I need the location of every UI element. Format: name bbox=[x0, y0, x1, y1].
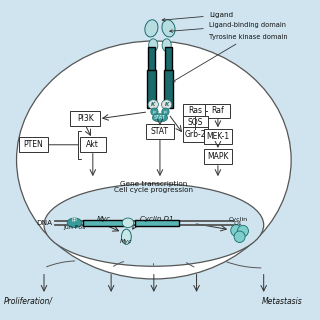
FancyBboxPatch shape bbox=[182, 127, 208, 142]
FancyBboxPatch shape bbox=[182, 104, 208, 118]
Ellipse shape bbox=[162, 108, 169, 116]
Text: PP: PP bbox=[72, 219, 77, 223]
Ellipse shape bbox=[152, 114, 168, 122]
Text: Jun Fos: Jun Fos bbox=[63, 225, 86, 230]
Text: Cyclin: Cyclin bbox=[228, 217, 247, 222]
Text: Ligand: Ligand bbox=[162, 12, 233, 21]
Text: STAT: STAT bbox=[151, 127, 169, 136]
Text: Gene transcription: Gene transcription bbox=[120, 181, 188, 187]
FancyBboxPatch shape bbox=[148, 47, 155, 71]
Ellipse shape bbox=[67, 218, 82, 228]
Circle shape bbox=[231, 225, 242, 236]
Text: Akt: Akt bbox=[86, 140, 99, 149]
Ellipse shape bbox=[122, 218, 134, 228]
FancyBboxPatch shape bbox=[164, 70, 173, 108]
Text: D1: D1 bbox=[233, 221, 242, 226]
FancyBboxPatch shape bbox=[147, 70, 156, 108]
Ellipse shape bbox=[148, 100, 158, 109]
Text: MAPK: MAPK bbox=[207, 152, 229, 161]
FancyBboxPatch shape bbox=[146, 124, 174, 139]
Ellipse shape bbox=[17, 41, 291, 279]
Text: SOS: SOS bbox=[187, 118, 203, 127]
FancyBboxPatch shape bbox=[19, 137, 48, 152]
Text: Cyclin D1: Cyclin D1 bbox=[140, 216, 174, 222]
Text: PI3K: PI3K bbox=[77, 114, 93, 123]
Text: Raf: Raf bbox=[212, 106, 224, 115]
Text: STAT: STAT bbox=[154, 115, 166, 120]
Ellipse shape bbox=[149, 39, 158, 52]
FancyBboxPatch shape bbox=[165, 47, 172, 71]
Text: PTEN: PTEN bbox=[23, 140, 43, 149]
Text: p: p bbox=[164, 110, 167, 114]
Text: Ras: Ras bbox=[188, 106, 202, 115]
Ellipse shape bbox=[162, 100, 172, 109]
Ellipse shape bbox=[162, 20, 175, 37]
FancyBboxPatch shape bbox=[204, 129, 232, 144]
Text: Cell cycle progression: Cell cycle progression bbox=[114, 187, 193, 193]
Text: p: p bbox=[153, 110, 156, 114]
Ellipse shape bbox=[162, 39, 171, 52]
Ellipse shape bbox=[145, 20, 158, 37]
FancyBboxPatch shape bbox=[70, 111, 100, 126]
Text: Ligand-binding domain: Ligand-binding domain bbox=[170, 22, 286, 32]
Text: MEK-1: MEK-1 bbox=[206, 132, 229, 141]
FancyBboxPatch shape bbox=[80, 137, 106, 152]
Text: DNA: DNA bbox=[36, 220, 52, 226]
Ellipse shape bbox=[44, 184, 264, 266]
Text: K: K bbox=[151, 102, 155, 107]
Circle shape bbox=[237, 225, 248, 237]
Circle shape bbox=[234, 231, 245, 243]
Ellipse shape bbox=[122, 229, 131, 244]
Text: Metastasis: Metastasis bbox=[262, 297, 302, 306]
Text: Myc: Myc bbox=[97, 216, 110, 222]
Text: Proliferation/: Proliferation/ bbox=[4, 297, 53, 306]
Text: Grb-2: Grb-2 bbox=[184, 130, 206, 139]
FancyBboxPatch shape bbox=[135, 220, 179, 226]
Text: Tyrosine kinase domain: Tyrosine kinase domain bbox=[172, 34, 287, 82]
FancyBboxPatch shape bbox=[83, 220, 124, 226]
FancyBboxPatch shape bbox=[182, 116, 208, 130]
FancyBboxPatch shape bbox=[204, 149, 232, 164]
Ellipse shape bbox=[151, 108, 158, 116]
Text: Myc: Myc bbox=[120, 239, 132, 244]
FancyBboxPatch shape bbox=[205, 104, 230, 118]
Text: K: K bbox=[164, 102, 169, 107]
